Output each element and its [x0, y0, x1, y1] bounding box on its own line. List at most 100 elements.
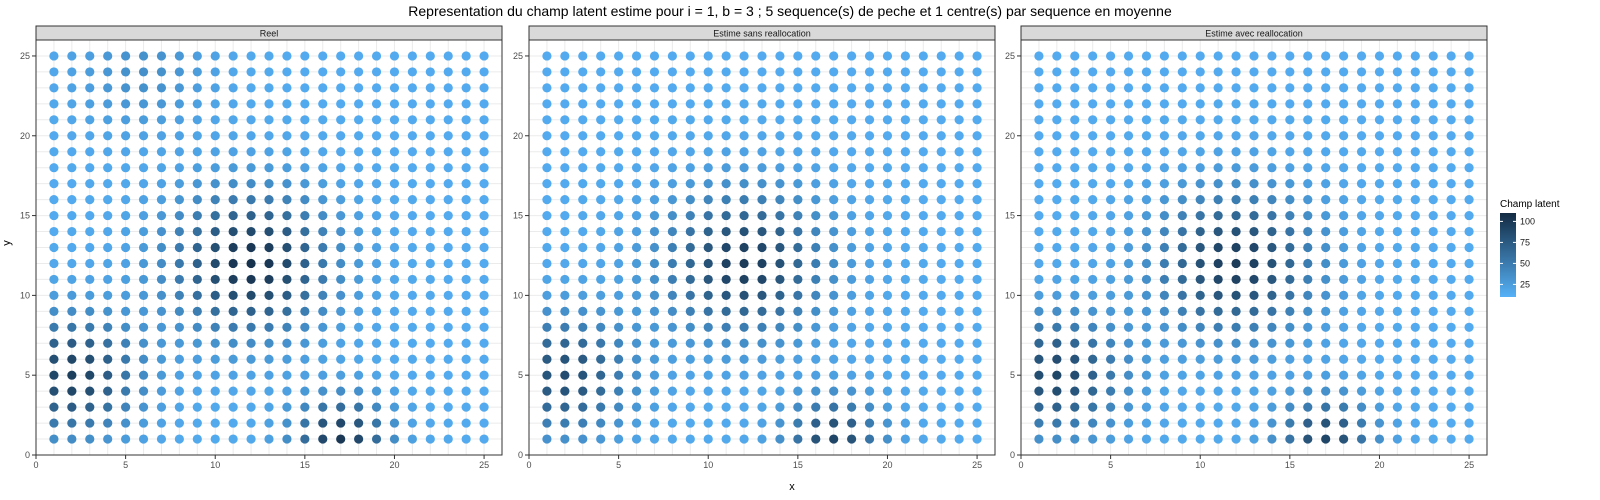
data-point — [1392, 290, 1402, 300]
data-point — [847, 195, 857, 205]
data-point — [1392, 386, 1402, 396]
data-point — [1428, 402, 1438, 412]
data-point — [847, 402, 857, 412]
data-point — [542, 402, 552, 412]
data-point — [542, 131, 552, 141]
data-point — [1303, 131, 1313, 141]
data-point — [954, 354, 964, 364]
data-point — [121, 51, 131, 61]
data-point — [1034, 147, 1044, 157]
data-point — [560, 51, 570, 61]
x-tick-label: 5 — [616, 460, 621, 470]
data-point — [138, 370, 149, 380]
data-point — [1088, 322, 1098, 332]
data-point — [793, 67, 803, 77]
data-point — [1052, 322, 1062, 332]
data-point — [829, 274, 839, 285]
data-point — [793, 338, 803, 348]
data-point — [1285, 290, 1295, 300]
data-point — [649, 147, 660, 157]
data-point — [1088, 163, 1098, 173]
x-tick-label: 0 — [33, 460, 38, 470]
data-point — [882, 226, 893, 237]
data-point — [354, 274, 364, 285]
data-point — [614, 99, 624, 109]
data-point — [461, 370, 471, 380]
data-point — [757, 418, 767, 428]
data-point — [103, 274, 113, 285]
data-point — [49, 99, 59, 109]
data-point — [318, 195, 328, 205]
data-point — [936, 274, 946, 285]
data-point — [174, 306, 184, 316]
data-point — [936, 402, 946, 412]
data-point — [1249, 354, 1259, 364]
data-point — [49, 147, 59, 157]
data-point — [972, 83, 982, 93]
y-tick-label: 0 — [518, 450, 523, 460]
data-point — [1088, 179, 1098, 189]
data-point — [1321, 179, 1331, 189]
data-point — [882, 67, 893, 77]
data-point — [775, 258, 785, 269]
data-point — [829, 115, 839, 125]
data-point — [282, 274, 292, 285]
data-point — [228, 99, 238, 109]
data-point — [811, 210, 821, 221]
data-point — [847, 434, 857, 444]
data-point — [847, 67, 857, 77]
data-point — [443, 67, 453, 77]
data-point — [192, 67, 202, 77]
data-point — [425, 242, 435, 253]
data-point — [1410, 402, 1420, 412]
data-point — [1106, 338, 1116, 348]
data-point — [1106, 226, 1116, 237]
data-point — [1141, 386, 1152, 396]
data-point — [757, 210, 767, 221]
data-point — [264, 147, 274, 157]
data-point — [721, 210, 731, 221]
data-point — [1123, 51, 1134, 61]
data-point — [318, 83, 328, 93]
data-point — [1267, 179, 1277, 189]
data-point — [757, 434, 767, 444]
data-point — [1070, 99, 1080, 109]
data-point — [757, 242, 767, 253]
data-point — [49, 210, 59, 221]
data-point — [282, 354, 292, 364]
data-point — [631, 83, 642, 93]
data-point — [811, 370, 821, 380]
data-point — [721, 402, 731, 412]
data-point — [847, 51, 857, 61]
data-point — [1231, 402, 1241, 412]
data-point — [300, 354, 310, 364]
data-point — [1303, 290, 1313, 300]
data-point — [703, 274, 713, 285]
data-point — [560, 242, 570, 253]
data-point — [596, 67, 606, 77]
data-point — [1464, 195, 1474, 205]
data-point — [49, 322, 59, 332]
data-point — [847, 242, 857, 253]
data-point — [1141, 354, 1152, 364]
data-point — [1123, 131, 1134, 141]
data-point — [1123, 258, 1134, 269]
data-point — [560, 195, 570, 205]
data-point — [972, 99, 982, 109]
data-point — [1195, 67, 1205, 77]
data-point — [829, 99, 839, 109]
data-point — [461, 51, 471, 61]
data-point — [1123, 290, 1134, 300]
data-point — [1339, 147, 1349, 157]
data-point — [461, 338, 471, 348]
data-point — [1249, 179, 1259, 189]
data-point — [1088, 402, 1098, 412]
data-point — [1052, 242, 1062, 253]
data-point — [407, 306, 417, 316]
data-point — [721, 338, 731, 348]
data-point — [631, 131, 642, 141]
data-point — [542, 418, 552, 428]
data-point — [1231, 210, 1241, 221]
data-point — [1339, 370, 1349, 380]
data-point — [461, 210, 471, 221]
